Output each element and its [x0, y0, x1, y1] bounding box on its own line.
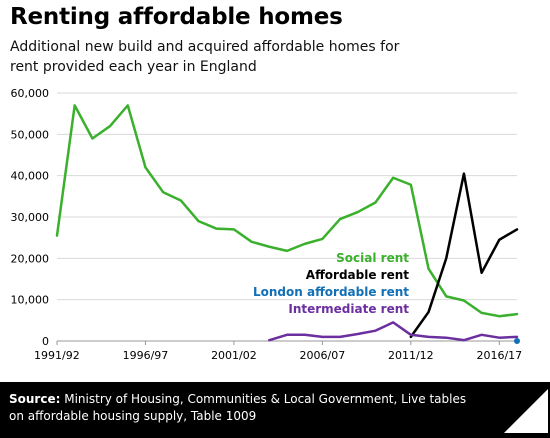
gridlines [57, 92, 517, 342]
x-tick-label: 2011/12 [388, 349, 434, 362]
full-fact-logo [504, 389, 548, 433]
series-line-affordable-rent [409, 172, 519, 339]
legend-label-london-affordable-rent: London affordable rent [253, 285, 409, 299]
y-tick-label: 0 [42, 335, 49, 348]
x-tick-label: 1996/97 [123, 349, 169, 362]
y-tick-label: 40,000 [11, 170, 50, 183]
x-axis-tick-labels: 1991/92 1996/97 2001/02 2006/07 2011/12 2016/… [34, 341, 522, 362]
logo-triangle-icon [504, 389, 548, 433]
y-tick-label: 60,000 [11, 87, 50, 100]
legend-label-affordable-rent: Affordable rent [306, 268, 409, 282]
x-tick-label: 2001/02 [211, 349, 257, 362]
chart-subtitle: Additional new build and acquired afford… [10, 39, 400, 75]
inline-legend: Social rent Affordable rent London afforda… [253, 251, 409, 316]
y-tick-label: 30,000 [11, 211, 50, 224]
source-note: Source: Ministry of Housing, Communities… [9, 391, 479, 425]
line-chart: 0 10,000 20,000 30,000 40,000 50,000 60,000 19… [11, 87, 523, 362]
series-point-london-affordable-rent [514, 338, 520, 344]
series-lines [55, 104, 520, 344]
series-line-intermediate-rent [268, 321, 519, 342]
legend-label-intermediate-rent: Intermediate rent [288, 302, 409, 316]
chart-title: Renting affordable homes [10, 4, 343, 30]
x-tick-label: 1991/92 [34, 349, 80, 362]
x-tick-label: 2016/17 [476, 349, 522, 362]
series-line-social-rent [55, 104, 519, 318]
y-axis-tick-labels: 0 10,000 20,000 30,000 40,000 50,000 60,000 [11, 87, 50, 348]
y-tick-label: 20,000 [11, 252, 50, 265]
y-tick-label: 10,000 [11, 294, 50, 307]
footer-bar: Source: Ministry of Housing, Communities… [0, 382, 550, 438]
x-tick-label: 2006/07 [300, 349, 346, 362]
y-tick-label: 50,000 [11, 128, 50, 141]
source-text: Ministry of Housing, Communities & Local… [9, 392, 467, 423]
legend-label-social-rent: Social rent [336, 251, 409, 265]
source-label: Source: [9, 392, 61, 406]
